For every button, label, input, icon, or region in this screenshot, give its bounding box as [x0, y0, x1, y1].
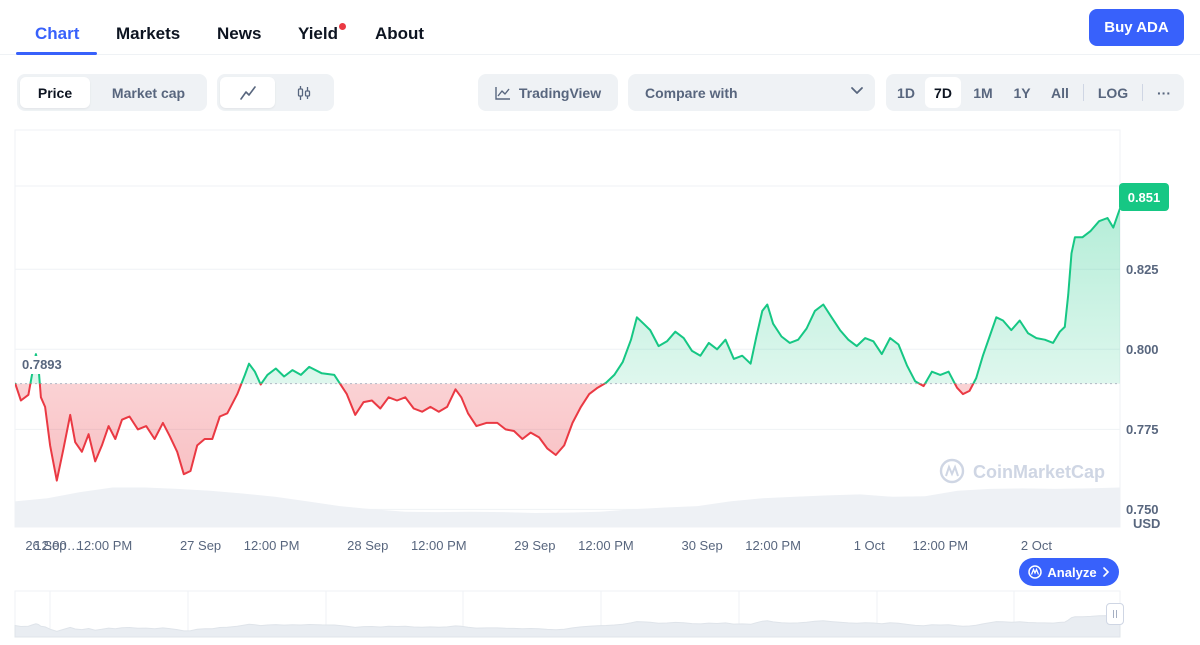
time-range-selector: 1D 7D 1M 1Y All LOG ··· [886, 74, 1184, 111]
range-navigator[interactable] [14, 590, 1121, 638]
yield-badge-dot [339, 23, 346, 30]
x-tick-label: 26 Sep [25, 538, 66, 553]
compare-with-select[interactable]: Compare with [628, 74, 875, 111]
analyze-label: Analyze [1047, 564, 1097, 580]
price-line [15, 208, 1120, 482]
tradingview-chart-icon [495, 86, 510, 100]
y-tick-label: 0.750 [1126, 502, 1159, 517]
range-all-button[interactable]: All [1051, 84, 1069, 101]
x-tick-label: 1 Oct [854, 538, 885, 553]
line-chart-button[interactable] [220, 77, 275, 108]
x-tick-label: 12:00 PM [411, 538, 467, 553]
watermark-text: CoinMarketCap [973, 462, 1105, 482]
more-options-button[interactable]: ··· [1157, 84, 1171, 101]
range-1y-button[interactable]: 1Y [1013, 84, 1031, 101]
tab-news[interactable]: News [217, 24, 262, 43]
metric-market-cap-button[interactable]: Market cap [111, 84, 186, 101]
active-tab-indicator [16, 52, 97, 55]
open-price-label: 0.7893 [18, 356, 66, 374]
candlestick-chart-button[interactable] [277, 77, 331, 108]
area-down [15, 383, 1120, 481]
tradingview-label: TradingView [518, 84, 602, 101]
line-up [15, 208, 1120, 384]
chevron-right-icon [1102, 567, 1109, 577]
y-tick-label: 0.825 [1126, 262, 1159, 277]
analyze-logo-icon [1028, 565, 1043, 579]
line-chart-icon [239, 85, 256, 100]
tradingview-button[interactable]: TradingView [478, 74, 618, 111]
x-tick-label: 12:00 PM [578, 538, 634, 553]
line-down [15, 383, 975, 482]
analyze-button[interactable]: Analyze [1019, 558, 1119, 586]
x-tick-label: 27 Sep [180, 538, 221, 553]
log-scale-button[interactable]: LOG [1097, 84, 1129, 101]
x-tick-label: 12:00… [34, 538, 80, 553]
x-axis: 12:00…26 Sep 12:00 PM 27 Sep 12:00 PM 28 Sep… [25, 538, 1052, 553]
x-tick-label: 28 Sep [347, 538, 388, 553]
watermark: CoinMarketCap [939, 458, 1105, 484]
range-1d-button[interactable]: 1D [897, 84, 915, 101]
range-handle[interactable] [1106, 603, 1124, 625]
y-tick-label: 0.800 [1126, 342, 1159, 357]
x-tick-label: 12:00 PM [244, 538, 300, 553]
range-divider [1142, 84, 1143, 101]
x-tick-label: 29 Sep [514, 538, 555, 553]
currency-label: USD [1133, 516, 1161, 531]
range-7d-button[interactable]: 7D [925, 77, 961, 108]
tab-bar: Chart Markets News Yield About Buy ADA [0, 0, 1200, 55]
x-tick-label: 12:00 PM [745, 538, 801, 553]
coinmarketcap-logo-icon [939, 458, 965, 484]
chevron-down-icon [851, 87, 863, 94]
price-area [15, 208, 1120, 481]
area-up [15, 208, 1120, 384]
candlestick-icon [297, 85, 311, 100]
range-1m-button[interactable]: 1M [973, 84, 993, 101]
chart-style-toggle [217, 74, 334, 111]
navigator-area [14, 614, 1121, 638]
x-tick-label: 12:00 PM [912, 538, 968, 553]
compare-with-placeholder: Compare with [645, 85, 738, 101]
metric-price-button[interactable]: Price [20, 77, 90, 108]
tab-chart[interactable]: Chart [35, 24, 80, 43]
range-divider [1083, 84, 1084, 101]
metric-toggle: Price Market cap [17, 74, 207, 111]
x-tick-label: 30 Sep [681, 538, 722, 553]
volume-shape [15, 487, 1120, 527]
x-tick-label: 12:00 PM [77, 538, 133, 553]
tab-about[interactable]: About [375, 24, 425, 43]
tab-yield[interactable]: Yield [298, 24, 338, 43]
y-axis: 0.750 0.775 0.800 0.825 [1126, 262, 1159, 517]
last-price-label: 0.851 [1119, 183, 1169, 211]
buy-button[interactable]: Buy ADA [1089, 9, 1184, 46]
volume-area [15, 487, 1120, 527]
y-tick-label: 0.775 [1126, 422, 1159, 437]
x-tick-label: 2 Oct [1021, 538, 1052, 553]
tab-markets[interactable]: Markets [116, 24, 181, 43]
